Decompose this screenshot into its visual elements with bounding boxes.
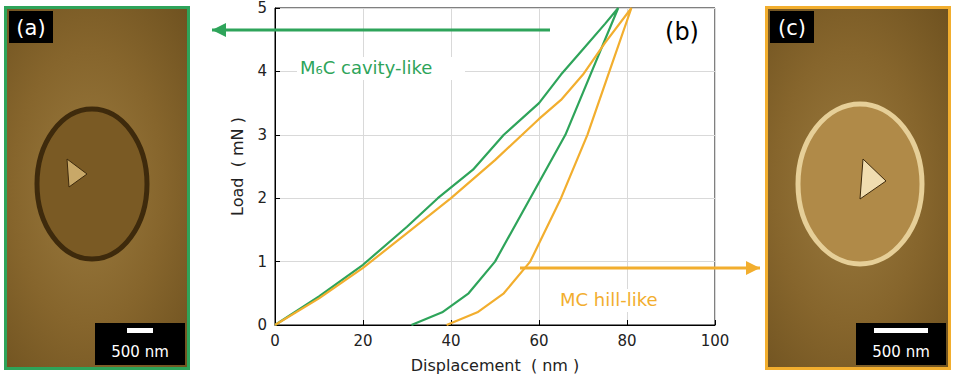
svg-text:(a): (a) — [16, 16, 45, 40]
svg-text:60: 60 — [529, 332, 548, 350]
svg-text:Load ( mN ): Load ( mN ) — [228, 117, 247, 216]
svg-text:1: 1 — [257, 253, 267, 271]
svg-text:0: 0 — [257, 316, 267, 334]
svg-text:M₆C cavity-like: M₆C cavity-like — [300, 57, 432, 78]
svg-text:40: 40 — [441, 332, 460, 350]
svg-text:5: 5 — [257, 0, 267, 17]
svg-text:(c): (c) — [778, 16, 806, 40]
svg-text:0: 0 — [270, 332, 280, 350]
svg-text:4: 4 — [257, 62, 267, 80]
svg-text:3: 3 — [257, 126, 267, 144]
svg-text:500 nm: 500 nm — [872, 343, 930, 361]
svg-text:Displacement ( nm ): Displacement ( nm ) — [411, 356, 580, 375]
svg-text:MC hill-like: MC hill-like — [560, 289, 658, 310]
svg-text:2: 2 — [257, 189, 267, 207]
svg-text:500 nm: 500 nm — [111, 343, 169, 361]
svg-text:100: 100 — [701, 332, 730, 350]
svg-text:20: 20 — [353, 332, 372, 350]
svg-text:(b): (b) — [665, 18, 699, 46]
svg-text:80: 80 — [617, 332, 636, 350]
